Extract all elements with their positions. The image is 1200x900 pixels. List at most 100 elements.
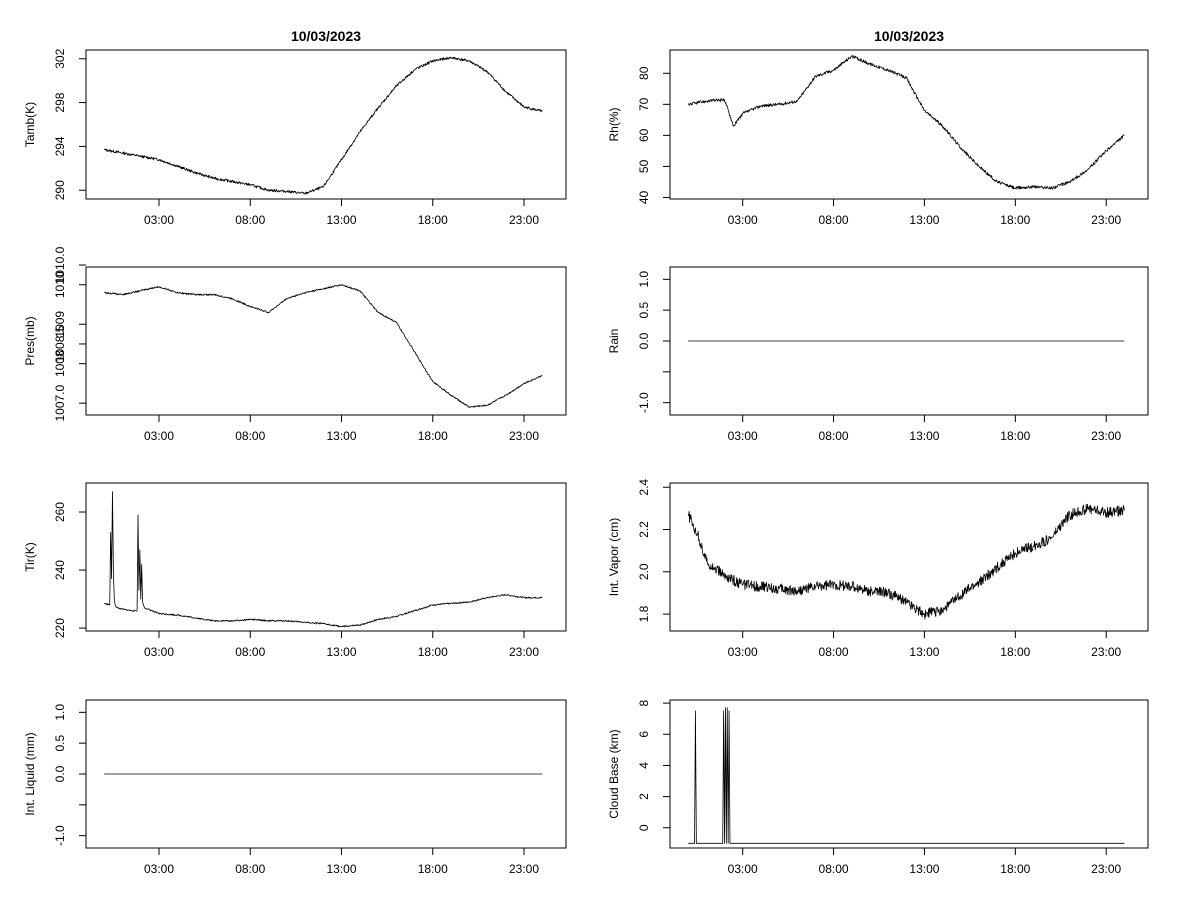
x-tick-label-rain-1: 08:00 [819,429,849,443]
y-tick-label-tamb-2: 298 [53,92,67,112]
x-tick-label-rain-0: 03:00 [728,429,758,443]
plot-frame-tamb [85,49,567,200]
y-tick-label-tamb-0: 290 [53,180,67,200]
y-tick-label-rh-1: 50 [637,159,651,173]
x-tick-label-rh-3: 18:00 [1000,213,1030,227]
plot-frame-rh [669,49,1149,200]
y-tick-label-pres-2: 1008.5 [53,325,67,362]
plot-frame-vapor [669,482,1149,632]
y-axis-label-tamb: Tamb(K) [23,102,37,147]
x-tick-label-liquid-0: 03:00 [144,862,174,876]
x-tick-label-rh-1: 08:00 [819,213,849,227]
x-tick-label-tamb-2: 13:00 [326,213,356,227]
x-tick-label-tamb-0: 03:00 [144,213,174,227]
chart-title-rh: 10/03/2023 [874,28,944,44]
y-tick-label-pres-5: 1010.0 [53,246,67,283]
panel-vapor: Int. Vapor (cm) 1.8 2.0 2.2 2.4 03:00 08:00 13:… [607,479,1149,659]
x-tick-label-vapor-4: 23:00 [1091,645,1121,659]
y-axis-label-rain: Rain [607,329,621,354]
y-tick-label-cloud-4: 8 [637,699,651,706]
y-tick-label-rain-2: 0.0 [637,332,651,349]
x-tick-label-rain-2: 13:00 [909,429,939,443]
y-axis-label-pres: Pres(mb) [23,316,37,365]
y-tick-label-liquid-3: 0.5 [53,735,67,752]
y-tick-label-rh-4: 80 [637,66,651,80]
x-tick-label-tir-4: 23:00 [509,645,539,659]
y-tick-label-rh-2: 60 [637,128,651,142]
y-tick-label-pres-4: 1010 [53,271,67,298]
x-tick-label-tir-3: 18:00 [418,645,448,659]
y-axis-label-cloud: Cloud Base (km) [607,729,621,818]
y-tick-label-cloud-0: 0 [637,824,651,831]
x-tick-label-cloud-2: 13:00 [909,862,939,876]
y-axis-label-tir: Tir(K) [23,542,37,572]
x-tick-label-rh-2: 13:00 [909,213,939,227]
x-tick-label-cloud-0: 03:00 [728,862,758,876]
series-line-tamb [103,56,543,195]
x-tick-label-cloud-4: 23:00 [1091,862,1121,876]
x-tick-label-pres-3: 18:00 [418,429,448,443]
plot-frame-pres [85,266,567,416]
x-tick-label-tir-0: 03:00 [144,645,174,659]
series-line-tir [104,491,543,628]
series-line-rh [687,54,1125,190]
series-line-vapor [687,503,1125,620]
y-tick-label-rain-3: 0.5 [637,302,651,319]
y-tick-label-tir-1: 240 [53,560,67,580]
plot-frame-cloud [669,699,1149,849]
panel-liquid: Int. Liquid (mm) -1.0 0.0 0.5 1.0 03:00 08:00 1… [23,699,567,876]
y-tick-label-cloud-3: 6 [637,731,651,738]
panel-cloud: Cloud Base (km) 0 2 4 6 8 03:00 08:00 13:00 18:00… [607,699,1149,876]
y-tick-label-tamb-1: 294 [53,136,67,156]
panel-tamb: 10/03/2023 Tamb(K) 290 294 298 302 03:00 08:00 1… [23,28,567,227]
x-tick-label-tamb-4: 23:00 [509,213,539,227]
panel-rh: 10/03/2023 Rh(%) 40 50 60 70 80 03:00 08:00 13:00… [607,28,1149,227]
plot-frame-tir [85,482,567,632]
y-axis-label-vapor: Int. Vapor (cm) [607,518,621,596]
panel-rain: Rain -1.0 0.0 0.5 1.0 03:00 08:00 13:00 18:00 23:… [607,266,1149,443]
y-tick-label-liquid-2: 0.0 [53,765,67,782]
x-tick-label-pres-0: 03:00 [144,429,174,443]
y-axis-label-rh: Rh(%) [607,107,621,141]
y-tick-label-rain-0: -1.0 [637,392,651,413]
y-tick-label-vapor-0: 1.8 [637,605,651,622]
x-tick-label-pres-1: 08:00 [235,429,265,443]
x-tick-label-tamb-1: 08:00 [235,213,265,227]
y-tick-label-liquid-0: -1.0 [53,825,67,846]
x-tick-label-liquid-2: 13:00 [326,862,356,876]
y-tick-label-pres-0: 1007.0 [53,384,67,421]
y-tick-label-vapor-1: 2.0 [637,563,651,580]
x-tick-label-vapor-1: 08:00 [819,645,849,659]
x-tick-label-rh-4: 23:00 [1091,213,1121,227]
y-tick-label-liquid-4: 1.0 [53,704,67,721]
chart-title-tamb: 10/03/2023 [291,28,361,44]
x-tick-label-rain-3: 18:00 [1000,429,1030,443]
x-tick-label-liquid-4: 23:00 [509,862,539,876]
y-tick-label-rain-4: 1.0 [637,271,651,288]
y-tick-label-vapor-3: 2.4 [637,479,651,496]
x-tick-label-liquid-1: 08:00 [235,862,265,876]
y-tick-label-tamb-3: 302 [53,48,67,68]
series-line-pres [104,284,543,408]
x-tick-label-vapor-3: 18:00 [1000,645,1030,659]
y-tick-label-rh-3: 70 [637,97,651,111]
y-tick-label-vapor-2: 2.2 [637,521,651,538]
y-tick-label-pres-3: 1009 [53,311,67,338]
x-tick-label-tamb-3: 18:00 [418,213,448,227]
y-tick-label-rh-0: 40 [637,190,651,204]
x-tick-label-tir-1: 08:00 [235,645,265,659]
x-tick-label-rain-4: 23:00 [1091,429,1121,443]
x-tick-label-rh-0: 03:00 [728,213,758,227]
x-tick-label-tir-2: 13:00 [326,645,356,659]
y-tick-label-tir-2: 260 [53,502,67,522]
y-axis-label-liquid: Int. Liquid (mm) [23,732,37,815]
x-tick-label-pres-4: 23:00 [509,429,539,443]
x-tick-label-cloud-3: 18:00 [1000,862,1030,876]
y-tick-label-cloud-1: 2 [637,793,651,800]
x-tick-label-cloud-1: 08:00 [819,862,849,876]
series-line-cloud [688,707,1125,844]
panel-tir: Tir(K) 220 240 260 03:00 08:00 13:00 18:00 23:00 [23,482,567,659]
y-tick-label-pres-1: 1008 [53,350,67,377]
